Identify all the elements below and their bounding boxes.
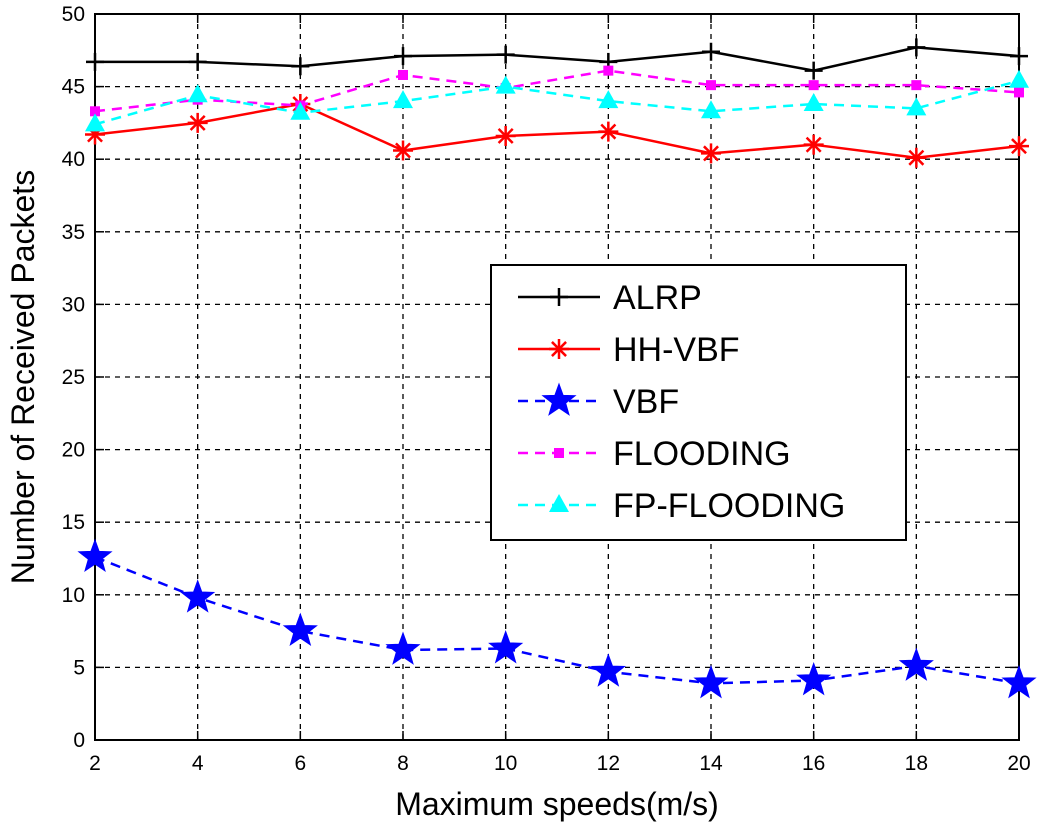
data-point-vbf <box>282 612 318 647</box>
data-point-fp-flooding <box>290 101 311 120</box>
series-line-hh-vbf <box>94 102 1020 159</box>
series-fp-flooding <box>85 69 1029 132</box>
legend-label: ALRP <box>613 279 702 317</box>
data-point-alrp <box>702 42 720 61</box>
legend-marker <box>554 448 564 458</box>
data-point-vbf <box>385 631 421 665</box>
x-tick-label: 12 <box>597 752 620 775</box>
data-point-hh-vbf <box>803 134 824 155</box>
data-point-vbf <box>693 664 729 699</box>
y-tick-label: 5 <box>73 656 85 679</box>
legend: ALRP HH-VBF VBF FLOODING FP-FLOODING <box>490 264 907 541</box>
legend-entry-hh-vbf: HH-VBF <box>518 331 740 369</box>
series-alrp <box>86 38 1028 80</box>
legend-entry-flooding: FLOODING <box>518 435 791 473</box>
legend-marker <box>550 288 568 306</box>
y-tick-label: 50 <box>62 3 85 26</box>
data-point-vbf <box>1001 664 1037 699</box>
y-tick-label: 25 <box>62 366 85 389</box>
data-point-flooding <box>90 106 100 117</box>
data-point-hh-vbf <box>598 121 619 142</box>
data-point-alrp <box>86 52 104 71</box>
legend-label: VBF <box>613 383 679 421</box>
legend-entry-fp-flooding: FP-FLOODING <box>518 487 845 525</box>
series-line-vbf <box>94 555 1020 685</box>
data-point-fp-flooding <box>187 84 208 103</box>
data-point-flooding <box>706 80 716 91</box>
y-tick-label: 35 <box>62 221 85 244</box>
x-tick-label: 16 <box>802 752 825 775</box>
data-point-hh-vbf <box>495 125 516 146</box>
data-point-hh-vbf <box>187 112 208 133</box>
data-point-fp-flooding <box>906 97 927 116</box>
data-point-fp-flooding <box>598 90 619 109</box>
data-point-alrp <box>291 57 310 76</box>
data-point-flooding <box>911 80 922 91</box>
data-point-alrp <box>496 45 515 64</box>
data-point-alrp <box>1010 47 1028 66</box>
data-point-fp-flooding <box>85 113 105 132</box>
legend-marker <box>549 494 569 512</box>
legend-marker <box>541 382 577 416</box>
data-point-vbf <box>590 653 626 687</box>
data-point-hh-vbf <box>1009 136 1029 157</box>
series-line-fp-flooding <box>94 79 1020 126</box>
data-point-vbf <box>898 647 934 681</box>
x-tick-label: 2 <box>89 752 101 775</box>
legend-entry-vbf: VBF <box>518 382 679 421</box>
x-tick-label: 6 <box>294 752 306 775</box>
y-tick-label: 0 <box>73 729 85 752</box>
y-tick-label: 10 <box>62 584 85 607</box>
data-point-fp-flooding <box>393 90 413 109</box>
axis-ticks: 2 4 6 8 10 12 14 16 18 20 0 5 10 15 20 25 30 35 40 45 50 <box>62 3 1031 775</box>
series-line-flooding <box>94 69 1020 113</box>
data-point-fp-flooding <box>701 100 721 119</box>
data-point-alrp <box>907 38 926 57</box>
data-point-hh-vbf <box>393 140 413 161</box>
legend-marker <box>549 339 569 359</box>
data-point-flooding <box>808 80 819 91</box>
x-tick-label: 4 <box>192 752 204 775</box>
data-point-flooding <box>1014 87 1024 98</box>
x-tick-label: 10 <box>494 752 517 775</box>
data-point-vbf <box>77 538 113 572</box>
x-tick-label: 18 <box>905 752 928 775</box>
y-tick-label: 15 <box>62 511 85 534</box>
data-point-flooding <box>398 69 408 80</box>
data-point-vbf <box>488 630 524 664</box>
data-point-hh-vbf <box>906 147 927 168</box>
series-vbf <box>77 538 1037 699</box>
data-point-flooding <box>603 65 614 76</box>
data-point-vbf <box>796 662 832 696</box>
series-hh-vbf <box>85 94 1029 168</box>
data-point-fp-flooding <box>495 75 516 94</box>
x-tick-label: 20 <box>1007 752 1030 775</box>
legend-label: FLOODING <box>613 435 791 473</box>
y-tick-label: 45 <box>62 76 85 99</box>
series-flooding <box>90 65 1024 117</box>
data-point-hh-vbf <box>701 143 721 164</box>
data-point-vbf <box>180 579 216 613</box>
legend-label: FP-FLOODING <box>613 487 845 525</box>
data-point-fp-flooding <box>1009 69 1029 88</box>
y-tick-label: 20 <box>62 439 85 462</box>
x-tick-label: 14 <box>699 752 723 775</box>
data-point-fp-flooding <box>803 93 824 112</box>
data-point-alrp <box>394 47 412 66</box>
data-point-alrp <box>188 52 207 71</box>
series-layer <box>77 38 1037 699</box>
y-axis-label: Number of Received Packets <box>5 170 41 584</box>
data-point-alrp <box>804 61 823 80</box>
y-tick-label: 30 <box>62 293 85 316</box>
series-line-alrp <box>95 46 1020 72</box>
legend-label: HH-VBF <box>613 331 740 369</box>
x-tick-label: 8 <box>397 752 409 775</box>
y-tick-label: 40 <box>62 148 85 171</box>
legend-entry-alrp: ALRP <box>518 279 702 317</box>
x-axis-label: Maximum speeds(m/s) <box>395 786 719 822</box>
